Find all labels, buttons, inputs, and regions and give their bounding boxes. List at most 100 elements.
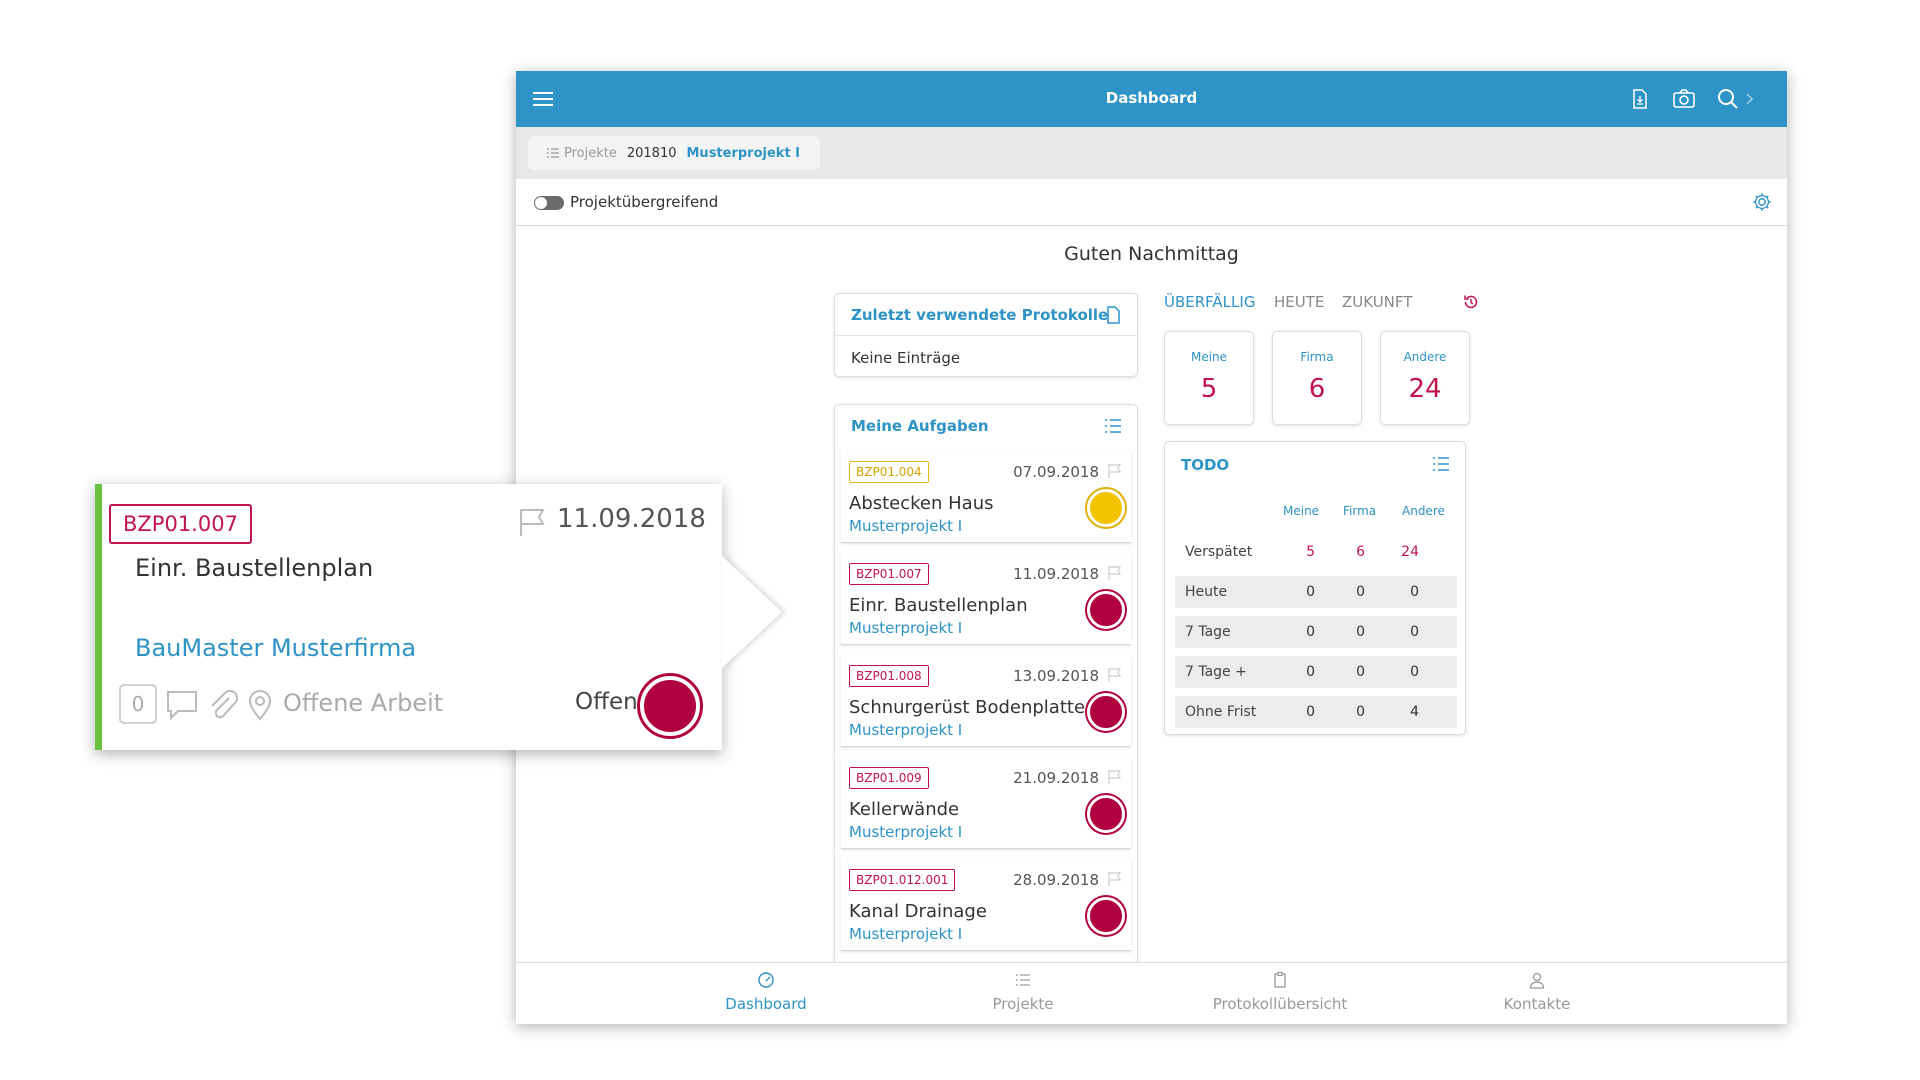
todo-row-label: Ohne Frist — [1185, 704, 1257, 720]
cross-project-toggle[interactable] — [534, 196, 564, 210]
todo-title: TODO — [1181, 456, 1230, 474]
status-indicator[interactable] — [640, 676, 700, 736]
tab-overdue[interactable]: ÜBERFÄLLIG — [1164, 293, 1256, 311]
task-item[interactable]: BZP01.007 11.09.2018 Einr. Baustellenplan M… — [841, 553, 1131, 645]
todo-cell: 0 — [1306, 704, 1315, 720]
flag-icon[interactable] — [1107, 565, 1123, 581]
project-selector[interactable]: Projekte 201810 Musterprojekt I — [528, 136, 821, 170]
work-type: Offene Arbeit — [283, 689, 444, 717]
flag-icon[interactable] — [517, 506, 549, 538]
stat-company[interactable]: Firma 6 — [1272, 331, 1362, 425]
status-label: Offen — [575, 689, 638, 715]
todo-cell: 0 — [1356, 704, 1365, 720]
list-icon[interactable] — [1103, 416, 1123, 436]
stat-label: Meine — [1190, 350, 1228, 364]
stat-other[interactable]: Andere 24 — [1380, 331, 1470, 425]
todo-row-label: 7 Tage — [1185, 624, 1231, 640]
task-company: BauMaster Musterfirma — [135, 634, 417, 662]
time-tabs: ÜBERFÄLLIG HEUTE ZUKUNFT — [1164, 293, 1480, 317]
status-indicator[interactable] — [1087, 693, 1125, 731]
stat-my[interactable]: Meine 5 — [1164, 331, 1254, 425]
task-item[interactable]: BZP01.012.001 28.09.2018 Kanal Drainage Mus… — [841, 859, 1131, 951]
todo-cell: 0 — [1410, 664, 1419, 680]
nav-protocols[interactable]: Protokollübersicht — [1180, 971, 1380, 1013]
flag-icon[interactable] — [1107, 769, 1123, 785]
todo-cell: 0 — [1306, 664, 1315, 680]
flag-icon[interactable] — [1107, 667, 1123, 683]
task-title: Schnurgerüst Bodenplatte — [849, 697, 1086, 718]
task-project[interactable]: Musterprojekt I — [849, 823, 963, 841]
task-title: Einr. Baustellenplan — [849, 595, 1028, 616]
todo-row[interactable]: Heute 0 0 0 — [1175, 576, 1457, 608]
location-pin-icon[interactable] — [243, 688, 277, 722]
todo-col-company: Firma — [1343, 504, 1377, 518]
todo-row[interactable]: 7 Tage 0 0 0 — [1175, 616, 1457, 648]
toggle-knob — [535, 197, 547, 209]
status-indicator[interactable] — [1087, 897, 1125, 935]
search-icon[interactable] — [1716, 87, 1740, 111]
task-date: 11.09.2018 — [1013, 565, 1099, 583]
todo-row[interactable]: Ohne Frist 0 0 4 — [1175, 696, 1457, 728]
task-item[interactable]: BZP01.009 21.09.2018 Kellerwände Musterproj… — [841, 757, 1131, 849]
project-label: Projekte — [564, 145, 617, 161]
nav-label: Kontakte — [1503, 995, 1571, 1013]
status-indicator[interactable] — [1087, 795, 1125, 833]
todo-cell: 0 — [1410, 584, 1419, 600]
task-project[interactable]: Musterprojekt I — [849, 517, 963, 535]
gear-icon[interactable] — [1751, 191, 1773, 213]
todo-row[interactable]: 7 Tage + 0 0 0 — [1175, 656, 1457, 688]
nav-label: Projekte — [992, 995, 1054, 1013]
nav-dashboard[interactable]: Dashboard — [666, 971, 866, 1013]
task-project[interactable]: Musterprojekt I — [849, 721, 963, 739]
task-project[interactable]: Musterprojekt I — [849, 619, 963, 637]
greeting: Guten Nachmittag — [1064, 243, 1239, 265]
task-code: BZP01.007 — [109, 504, 252, 544]
task-date: 21.09.2018 — [1013, 769, 1099, 787]
todo-cell: 0 — [1410, 624, 1419, 640]
project-number: 201810 — [626, 145, 677, 161]
task-code: BZP01.007 — [849, 563, 929, 585]
history-icon[interactable] — [1462, 293, 1480, 311]
task-item[interactable]: BZP01.004 07.09.2018 Abstecken Haus Musterp… — [841, 451, 1131, 543]
camera-icon[interactable] — [1672, 87, 1696, 111]
flag-icon[interactable] — [1107, 463, 1123, 479]
todo-col-other: Andere — [1402, 504, 1445, 518]
task-code: BZP01.008 — [849, 665, 929, 687]
clipboard-icon — [1274, 971, 1286, 988]
flag-icon[interactable] — [1107, 871, 1123, 887]
task-code: BZP01.009 — [849, 767, 929, 789]
task-detail-callout[interactable]: BZP01.007 11.09.2018 Einr. Baustellenpla… — [95, 484, 782, 750]
paperclip-icon[interactable] — [205, 688, 239, 722]
todo-cell: 0 — [1306, 584, 1315, 600]
todo-cell: 5 — [1306, 544, 1315, 560]
nav-projects[interactable]: Projekte — [923, 971, 1123, 1013]
list-icon — [1016, 974, 1030, 986]
project-name: Musterprojekt I — [686, 145, 801, 161]
chevron-right-icon[interactable] — [1744, 87, 1756, 111]
tab-future[interactable]: ZUKUNFT — [1342, 293, 1413, 311]
todo-row[interactable]: Verspätet 5 6 24 — [1175, 536, 1457, 568]
tab-today[interactable]: HEUTE — [1274, 293, 1325, 311]
todo-cell: 0 — [1356, 664, 1365, 680]
stat-value: 6 — [1308, 374, 1326, 404]
pdf-icon[interactable] — [1628, 87, 1652, 111]
todo-cell: 0 — [1356, 584, 1365, 600]
task-date: 11.09.2018 — [557, 504, 706, 534]
comment-icon[interactable] — [165, 688, 199, 722]
todo-row-label: 7 Tage + — [1185, 664, 1247, 680]
todo-card: TODO Meine Firma Andere Verspätet 5 6 24 Heu… — [1164, 441, 1466, 735]
menu-icon[interactable] — [532, 89, 554, 109]
status-indicator[interactable] — [1087, 591, 1125, 629]
task-project[interactable]: Musterprojekt I — [849, 925, 963, 943]
document-icon[interactable] — [1103, 305, 1123, 325]
empty-message: Keine Einträge — [851, 349, 961, 367]
stat-label: Andere — [1403, 350, 1447, 364]
todo-row-label: Heute — [1185, 584, 1228, 600]
task-item[interactable]: BZP01.008 13.09.2018 Schnurgerüst Bodenpla… — [841, 655, 1131, 747]
status-indicator[interactable] — [1087, 489, 1125, 527]
task-title: Kellerwände — [849, 799, 960, 820]
card-header: Zuletzt verwendete Protokolle — [835, 294, 1137, 336]
my-tasks-title: Meine Aufgaben — [851, 417, 989, 435]
nav-contacts[interactable]: Kontakte — [1437, 971, 1637, 1013]
list-icon[interactable] — [1431, 454, 1451, 474]
